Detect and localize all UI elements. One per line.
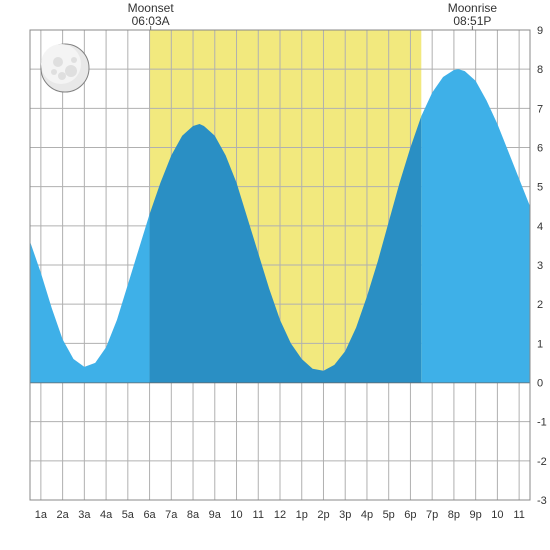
tide-area-night: [421, 69, 530, 382]
y-tick-label: 1: [537, 338, 543, 350]
moonset-label: Moonset: [128, 1, 175, 15]
x-tick-label: 7p: [426, 509, 438, 521]
y-tick-label: 8: [537, 64, 543, 76]
x-tick-label: 5a: [122, 509, 135, 521]
x-tick-label: 8p: [448, 509, 460, 521]
x-tick-label: 4a: [100, 509, 113, 521]
y-tick-label: 5: [537, 182, 543, 194]
y-tick-label: -2: [537, 456, 547, 468]
x-tick-label: 2p: [317, 509, 329, 521]
moonrise-time: 08:51P: [453, 14, 491, 28]
x-tick-label: 9a: [209, 509, 222, 521]
chart-svg: -3-2-101234567891a2a3a4a5a6a7a8a9a101112…: [0, 0, 550, 550]
x-tick-label: 7a: [165, 509, 178, 521]
x-tick-label: 6a: [143, 509, 156, 521]
y-tick-label: 4: [537, 221, 543, 233]
x-tick-label: 1a: [35, 509, 48, 521]
x-tick-label: 9p: [470, 509, 482, 521]
x-tick-label: 11: [253, 509, 264, 521]
x-tick-label: 3a: [78, 509, 91, 521]
y-tick-label: -1: [537, 417, 547, 429]
x-tick-label: 4p: [361, 509, 373, 521]
y-tick-label: 9: [537, 25, 543, 37]
x-tick-label: 11: [513, 509, 524, 521]
tide-chart: -3-2-101234567891a2a3a4a5a6a7a8a9a101112…: [0, 0, 550, 550]
x-tick-label: 8a: [187, 509, 200, 521]
y-tick-label: -3: [537, 495, 547, 507]
moonset-time: 06:03A: [132, 14, 170, 28]
y-tick-label: 3: [537, 260, 543, 272]
x-tick-label: 10: [230, 509, 242, 521]
y-tick-label: 2: [537, 299, 543, 311]
moon-icon: [41, 44, 89, 92]
x-tick-label: 5p: [383, 509, 395, 521]
tide-area-predawn: [30, 214, 150, 382]
x-tick-label: 1p: [296, 509, 308, 521]
y-tick-label: 0: [537, 378, 543, 390]
x-tick-label: 6p: [404, 509, 416, 521]
x-tick-label: 2a: [56, 509, 69, 521]
moonrise-label: Moonrise: [448, 1, 498, 15]
x-tick-label: 12: [274, 509, 286, 521]
x-tick-label: 3p: [339, 509, 351, 521]
y-tick-label: 7: [537, 103, 543, 115]
y-tick-label: 6: [537, 143, 543, 155]
x-tick-label: 10: [491, 509, 503, 521]
